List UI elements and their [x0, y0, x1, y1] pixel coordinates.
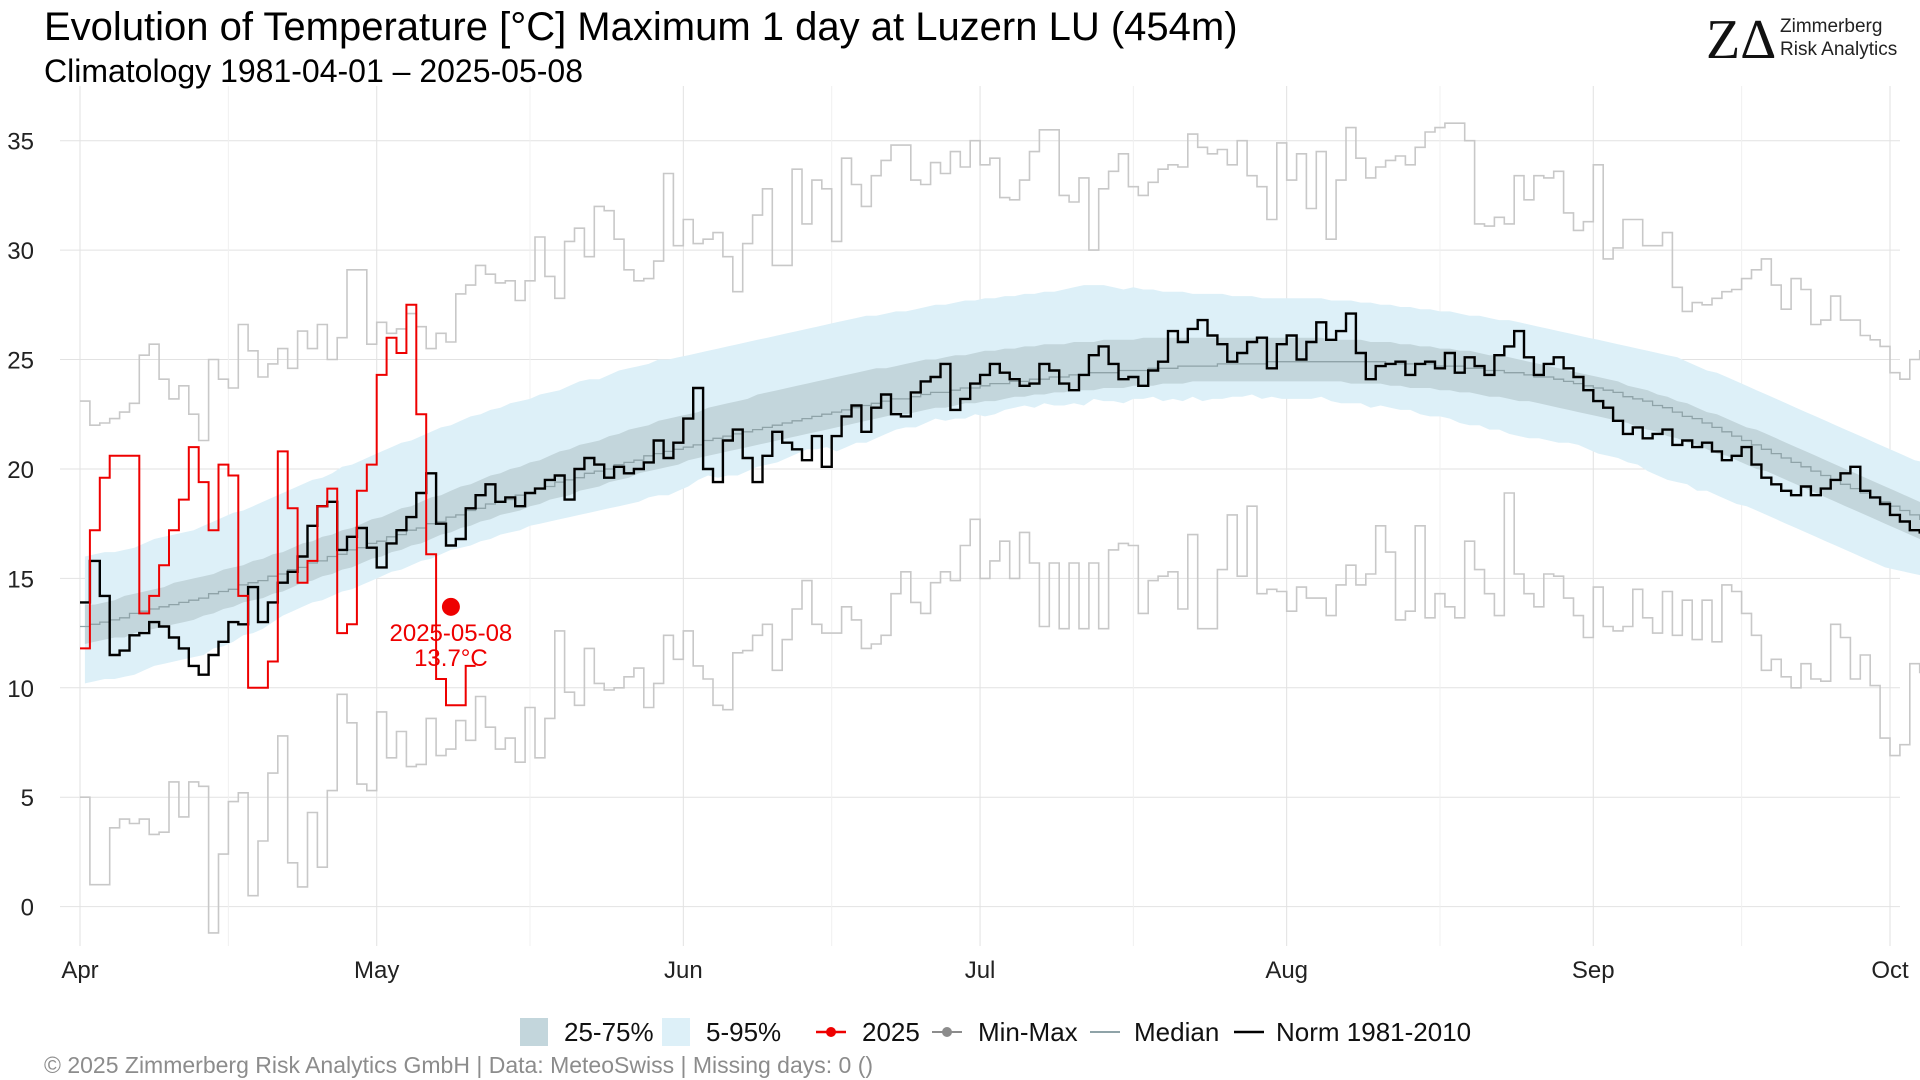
median-line [80, 361, 1920, 628]
band-5-95-area [84, 285, 1920, 684]
legend-label-median: Median [1134, 1017, 1219, 1047]
chart-subtitle: Climatology 1981-04-01 – 2025-05-08 [44, 53, 583, 89]
y-tick-label-0: 0 [21, 895, 34, 922]
y-tick-label-20: 20 [7, 457, 34, 484]
legend-label-iqr: 25-75% [564, 1017, 654, 1047]
y-tick-label-35: 35 [7, 129, 34, 156]
legend-label-current: 2025 [862, 1017, 920, 1047]
y-tick-label-10: 10 [7, 676, 34, 703]
y-axis: 0 5 10 15 20 25 30 35 [7, 129, 34, 922]
min-max-lines [80, 122, 1920, 934]
norm-path [80, 312, 1920, 676]
legend-label-minmax: Min-Max [978, 1017, 1078, 1047]
x-tick-label-Aug: Aug [1265, 957, 1308, 984]
y-tick-label-5: 5 [21, 785, 34, 812]
legend-label-norm: Norm 1981-2010 [1276, 1017, 1471, 1047]
y-tick-label-25: 25 [7, 348, 34, 375]
y-tick-label-15: 15 [7, 566, 34, 593]
legend-swatch-p90 [662, 1018, 690, 1046]
logo-line1: Zimmerberg [1780, 16, 1882, 37]
legend-swatch-minmax-dot [942, 1027, 952, 1037]
max-line [80, 122, 1920, 442]
current-point-value: 13.7°C [414, 645, 488, 672]
current-year-path [80, 303, 476, 707]
legend-swatch-iqr [520, 1018, 548, 1046]
x-tick-label-Jun: Jun [664, 957, 703, 984]
x-tick-label-Apr: Apr [61, 957, 98, 984]
logo-line2: Risk Analytics [1780, 39, 1897, 60]
min-line [80, 492, 1920, 934]
x-tick-label-May: May [354, 957, 399, 984]
current-point-date: 2025-05-08 [390, 620, 513, 647]
band-5-95 [84, 285, 1920, 684]
y-tick-label-30: 30 [7, 238, 34, 265]
norm-line [80, 312, 1920, 676]
legend-swatch-current-dot [826, 1027, 836, 1037]
band-25-75 [84, 337, 1920, 644]
chart-title: Evolution of Temperature [°C] Maximum 1 … [44, 5, 1238, 49]
legend-label-p90: 5-95% [706, 1017, 781, 1047]
legend: 25-75% 5-95% 2025 Min-Max Median Norm 19… [520, 1017, 1471, 1047]
current-point-marker [441, 597, 460, 616]
x-tick-label-Jul: Jul [965, 957, 996, 984]
footer-copyright: © 2025 Zimmerberg Risk Analytics GmbH | … [44, 1052, 873, 1078]
logo-letters: ZΔ [1706, 9, 1776, 71]
band-25-75-area [84, 337, 1920, 644]
x-tick-label-Sep: Sep [1572, 957, 1615, 984]
x-axis: Apr May Jun Jul Aug Sep Oct [61, 957, 1909, 984]
median-path [80, 361, 1920, 628]
company-logo: ZΔ Zimmerberg Risk Analytics [1706, 9, 1897, 71]
x-tick-label-Oct: Oct [1871, 957, 1909, 984]
